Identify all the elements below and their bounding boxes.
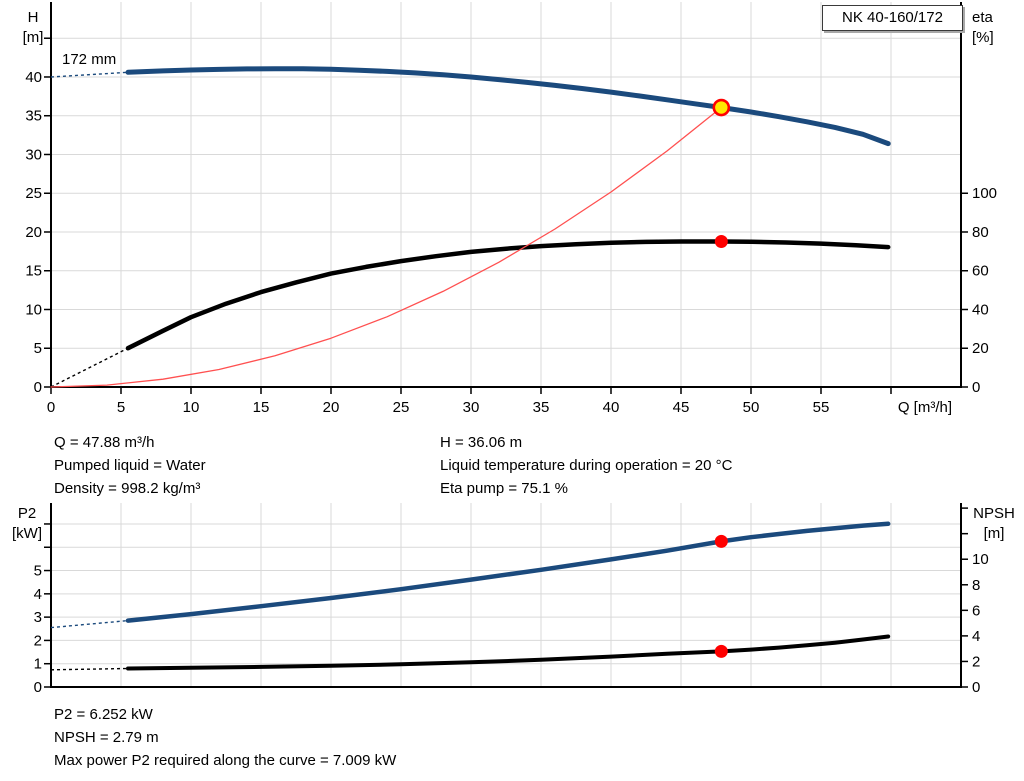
svg-text:2: 2	[972, 653, 980, 670]
svg-text:10: 10	[183, 399, 200, 416]
svg-text:25: 25	[25, 185, 42, 202]
head-curve: 172 mm	[50, 51, 891, 147]
gridlines	[51, 503, 961, 687]
duty-point-head[interactable]	[712, 98, 731, 117]
liquid-temperature-line: Liquid temperature during operation = 20…	[440, 457, 733, 474]
duty-info-left-column: Q = 47.88 m³/h Pumped liquid = Water Den…	[54, 431, 206, 500]
tick-marks	[44, 37, 968, 394]
left-axis-title: P2	[18, 505, 36, 522]
svg-text:20: 20	[323, 399, 340, 416]
duty-point-efficiency[interactable]	[714, 234, 728, 248]
svg-text:0: 0	[47, 399, 55, 416]
svg-text:2: 2	[34, 632, 42, 649]
svg-text:40: 40	[25, 69, 42, 86]
left-axis-title: [kW]	[12, 525, 42, 542]
axis-titles: H [m] eta [%]	[23, 9, 994, 46]
gridlines	[51, 2, 961, 387]
svg-text:35: 35	[533, 399, 550, 416]
svg-text:0: 0	[972, 379, 980, 396]
svg-text:10: 10	[25, 301, 42, 318]
p2-value-line: P2 = 6.252 kW	[54, 706, 153, 723]
svg-text:1: 1	[34, 656, 42, 673]
svg-text:5: 5	[34, 340, 42, 357]
svg-text:15: 15	[25, 263, 42, 280]
svg-text:0: 0	[972, 679, 980, 696]
svg-text:25: 25	[393, 399, 410, 416]
flow-value-line: Q = 47.88 m³/h	[54, 434, 155, 451]
axis-titles: P2 [kW] NPSH [m]	[12, 505, 1015, 542]
svg-text:45: 45	[673, 399, 690, 416]
svg-text:20: 20	[972, 340, 989, 357]
svg-text:10: 10	[972, 551, 989, 568]
eta-pump-line: Eta pump = 75.1 %	[440, 480, 568, 497]
svg-text:30: 30	[463, 399, 480, 416]
tick-marks	[44, 507, 968, 688]
pump-model-badge: NK 40-160/172	[822, 5, 963, 31]
right-axis-title: eta	[972, 9, 994, 26]
svg-text:55: 55	[813, 399, 830, 416]
impeller-diameter-label: 172 mm	[62, 51, 116, 68]
power-npsh-info-column: P2 = 6.252 kW NPSH = 2.79 m Max power P2…	[54, 703, 396, 772]
svg-text:6: 6	[972, 602, 980, 619]
svg-text:0: 0	[34, 679, 42, 696]
npsh-value-line: NPSH = 2.79 m	[54, 729, 159, 746]
right-axis-title: [m]	[984, 525, 1005, 542]
left-axis-title: H	[28, 9, 39, 26]
svg-text:100: 100	[972, 185, 997, 202]
p2-npsh-chart-plot[interactable]: 0 1 2 3 4 5 0 2 4 6 8 10 P2 [kW] NPSH [m]	[12, 503, 1015, 696]
svg-text:5: 5	[34, 563, 42, 580]
svg-text:8: 8	[972, 577, 980, 594]
right-axis-title: NPSH	[973, 505, 1015, 522]
left-axis-title: [m]	[23, 29, 44, 46]
right-axis-title: [%]	[972, 29, 994, 46]
svg-text:20: 20	[25, 224, 42, 241]
p2-curve	[50, 521, 891, 629]
svg-text:5: 5	[117, 399, 125, 416]
duty-point-npsh[interactable]	[714, 644, 728, 658]
pumped-liquid-line: Pumped liquid = Water	[54, 457, 206, 474]
tick-labels: 0 1 2 3 4 5 0 2 4 6 8 10	[34, 551, 989, 696]
svg-text:60: 60	[972, 263, 989, 280]
svg-text:30: 30	[25, 146, 42, 163]
density-line: Density = 998.2 kg/m³	[54, 480, 201, 497]
axis-lines	[50, 2, 962, 388]
system-curve	[50, 106, 722, 388]
tick-labels: 0 5 10 15 20 25 30 35 40 0 20 40 60 80 100 0 5 10 15 20 25 30…	[25, 69, 997, 416]
svg-text:3: 3	[34, 609, 42, 626]
head-value-line: H = 36.06 m	[440, 434, 523, 451]
svg-text:80: 80	[972, 224, 989, 241]
efficiency-curve	[50, 239, 891, 388]
duty-info-right-column: H = 36.06 m Liquid temperature during op…	[440, 431, 732, 500]
svg-text:15: 15	[253, 399, 270, 416]
svg-text:40: 40	[603, 399, 620, 416]
svg-text:50: 50	[743, 399, 760, 416]
svg-text:40: 40	[972, 301, 989, 318]
qh-chart-plot[interactable]: 0 5 10 15 20 25 30 35 40 0 20 40 60 80 100 0 5 10 15 20 25 30…	[23, 2, 997, 416]
svg-text:4: 4	[972, 628, 980, 645]
svg-text:0: 0	[34, 379, 42, 396]
svg-text:4: 4	[34, 586, 42, 603]
npsh-curve	[50, 634, 891, 671]
svg-text:35: 35	[25, 108, 42, 125]
x-axis-label: Q [m³/h]	[898, 399, 952, 416]
duty-point-p2[interactable]	[714, 534, 728, 548]
max-power-line: Max power P2 required along the curve = …	[54, 752, 397, 769]
